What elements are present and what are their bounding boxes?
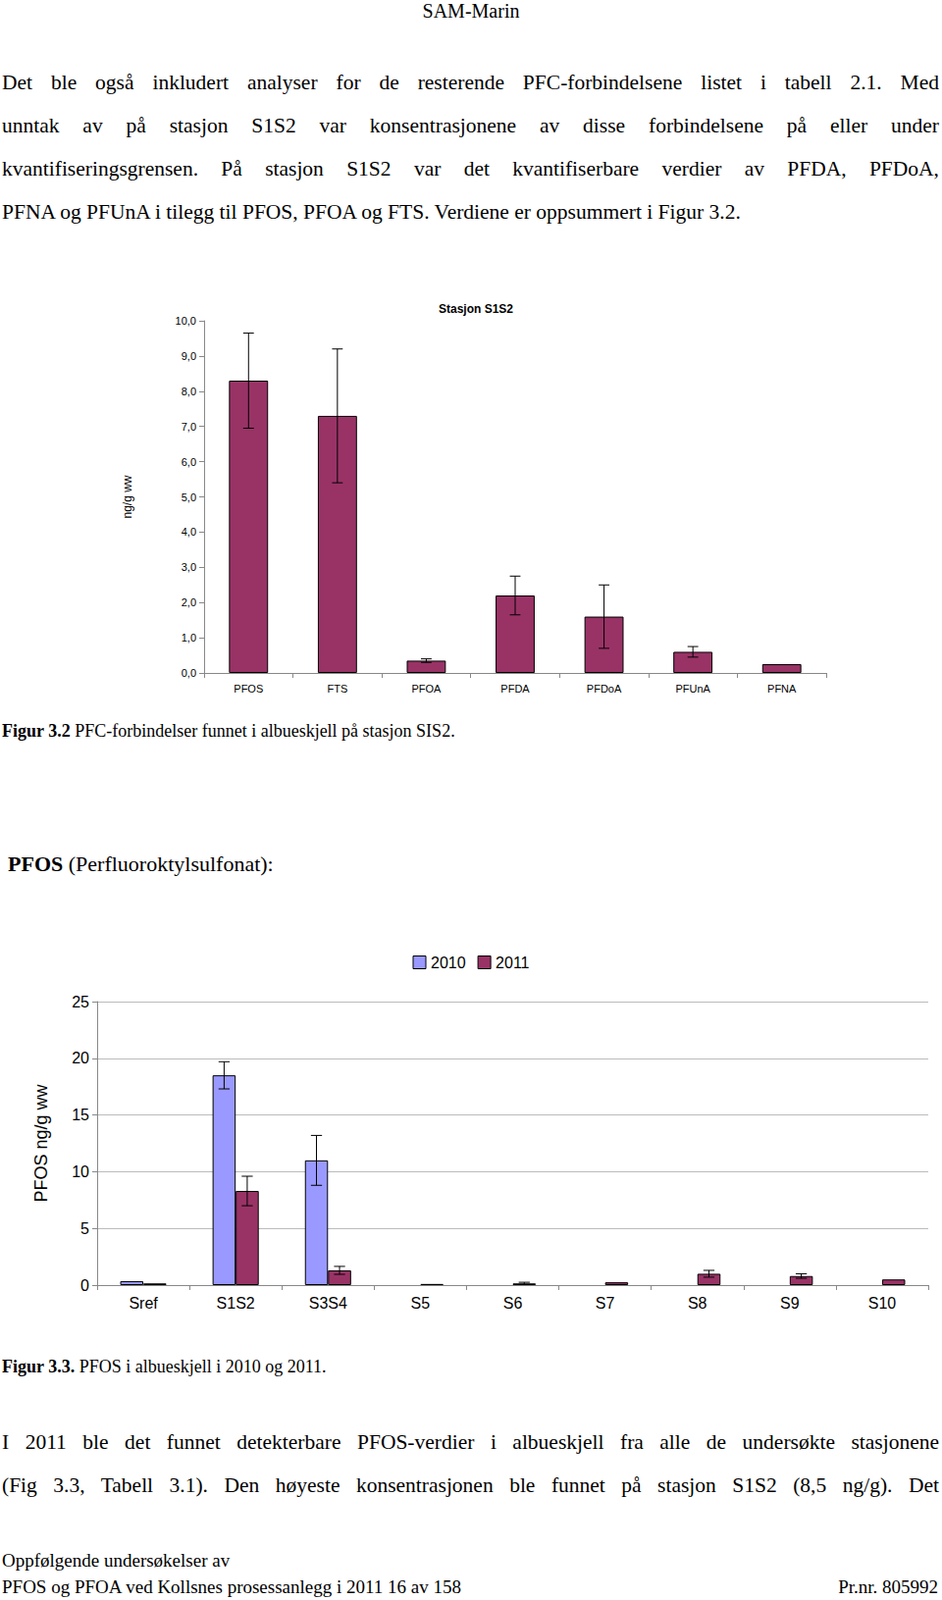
- svg-text:15: 15: [71, 1106, 90, 1124]
- svg-text:PFNA: PFNA: [767, 682, 797, 695]
- svg-text:0,0: 0,0: [181, 667, 197, 680]
- html-text:SAM-Marin: SAM-Marin: [422, 0, 520, 22]
- html-text:Oppfølgende undersøkelser av: Oppfølgende undersøkelser av: [1, 1550, 230, 1571]
- svg-text:S3S4: S3S4: [309, 1295, 348, 1312]
- svg-text:7,0: 7,0: [181, 420, 197, 433]
- svg-text:Stasjon S1S2: Stasjon S1S2: [438, 302, 514, 316]
- svg-text:2,0: 2,0: [181, 596, 197, 609]
- html-text:PFOS (Perfluoroktylsulfonat):: PFOS (Perfluoroktylsulfonat):: [7, 851, 274, 877]
- svg-text:S10: S10: [868, 1295, 897, 1312]
- svg-text:S7: S7: [595, 1295, 616, 1312]
- svg-text:ng/g ww: ng/g ww: [120, 474, 135, 519]
- svg-text:S9: S9: [780, 1295, 800, 1312]
- svg-text:S6: S6: [503, 1295, 524, 1312]
- html-text:Det ble også inkludert analyse: Det ble også inkludert analyser for de r…: [1, 70, 940, 95]
- svg-text:10,0: 10,0: [175, 314, 197, 327]
- svg-text:PFOS ng/g ww: PFOS ng/g ww: [31, 1083, 52, 1203]
- html-text:Figur 3.2 PFC-forbindelser fun: Figur 3.2 PFC-forbindelser funnet i albu…: [1, 721, 455, 741]
- svg-text:PFOA: PFOA: [411, 682, 442, 695]
- svg-text:4,0: 4,0: [181, 525, 197, 538]
- html-text:PFNA og PFUnA i tilegg til PFO: PFNA og PFUnA i tilegg til PFOS, PFOA og…: [1, 200, 741, 224]
- html-text:(Fig 3.3, Tabell 3.1). Den høy: (Fig 3.3, Tabell 3.1). Den høyeste konse…: [1, 1473, 940, 1498]
- svg-text:20: 20: [71, 1049, 90, 1067]
- svg-text:PFDA: PFDA: [500, 682, 530, 695]
- svg-text:2011: 2011: [495, 954, 530, 972]
- html-text:I 2011 ble det funnet detekter: I 2011 ble det funnet detekterbare PFOS-…: [1, 1430, 940, 1455]
- html-text:PFOS og PFOA ved Kollsnes pros: PFOS og PFOA ved Kollsnes prosessanlegg …: [1, 1576, 462, 1598]
- svg-text:Sref: Sref: [128, 1295, 158, 1312]
- svg-text:10: 10: [71, 1163, 90, 1181]
- svg-text:S8: S8: [687, 1295, 708, 1312]
- svg-text:25: 25: [71, 994, 90, 1011]
- svg-text:PFDoA: PFDoA: [586, 682, 623, 695]
- svg-text:S5: S5: [411, 1295, 431, 1312]
- svg-text:8,0: 8,0: [181, 385, 197, 398]
- html-text:unntak av på stasjon S1S2 var: unntak av på stasjon S1S2 var konsentras…: [1, 113, 940, 138]
- svg-text:1,0: 1,0: [181, 631, 197, 644]
- svg-text:PFOS: PFOS: [233, 682, 263, 695]
- html-text:Figur 3.3. PFOS i albueskjell: Figur 3.3. PFOS i albueskjell i 2010 og …: [1, 1357, 327, 1377]
- html-text:Pr.nr. 805992: Pr.nr. 805992: [838, 1576, 939, 1598]
- svg-text:3,0: 3,0: [181, 561, 197, 574]
- svg-text:2010: 2010: [430, 954, 467, 972]
- html-text:kvantifiseringsgrensen. På sta: kvantifiseringsgrensen. På stasjon S1S2 …: [1, 157, 940, 181]
- svg-text:S1S2: S1S2: [216, 1295, 256, 1312]
- svg-text:9,0: 9,0: [181, 350, 197, 363]
- svg-text:FTS: FTS: [326, 682, 348, 695]
- svg-text:6,0: 6,0: [181, 456, 197, 469]
- svg-text:5,0: 5,0: [181, 491, 197, 504]
- svg-text:5: 5: [80, 1220, 90, 1238]
- svg-text:PFUnA: PFUnA: [675, 682, 711, 695]
- svg-text:0: 0: [80, 1277, 90, 1295]
